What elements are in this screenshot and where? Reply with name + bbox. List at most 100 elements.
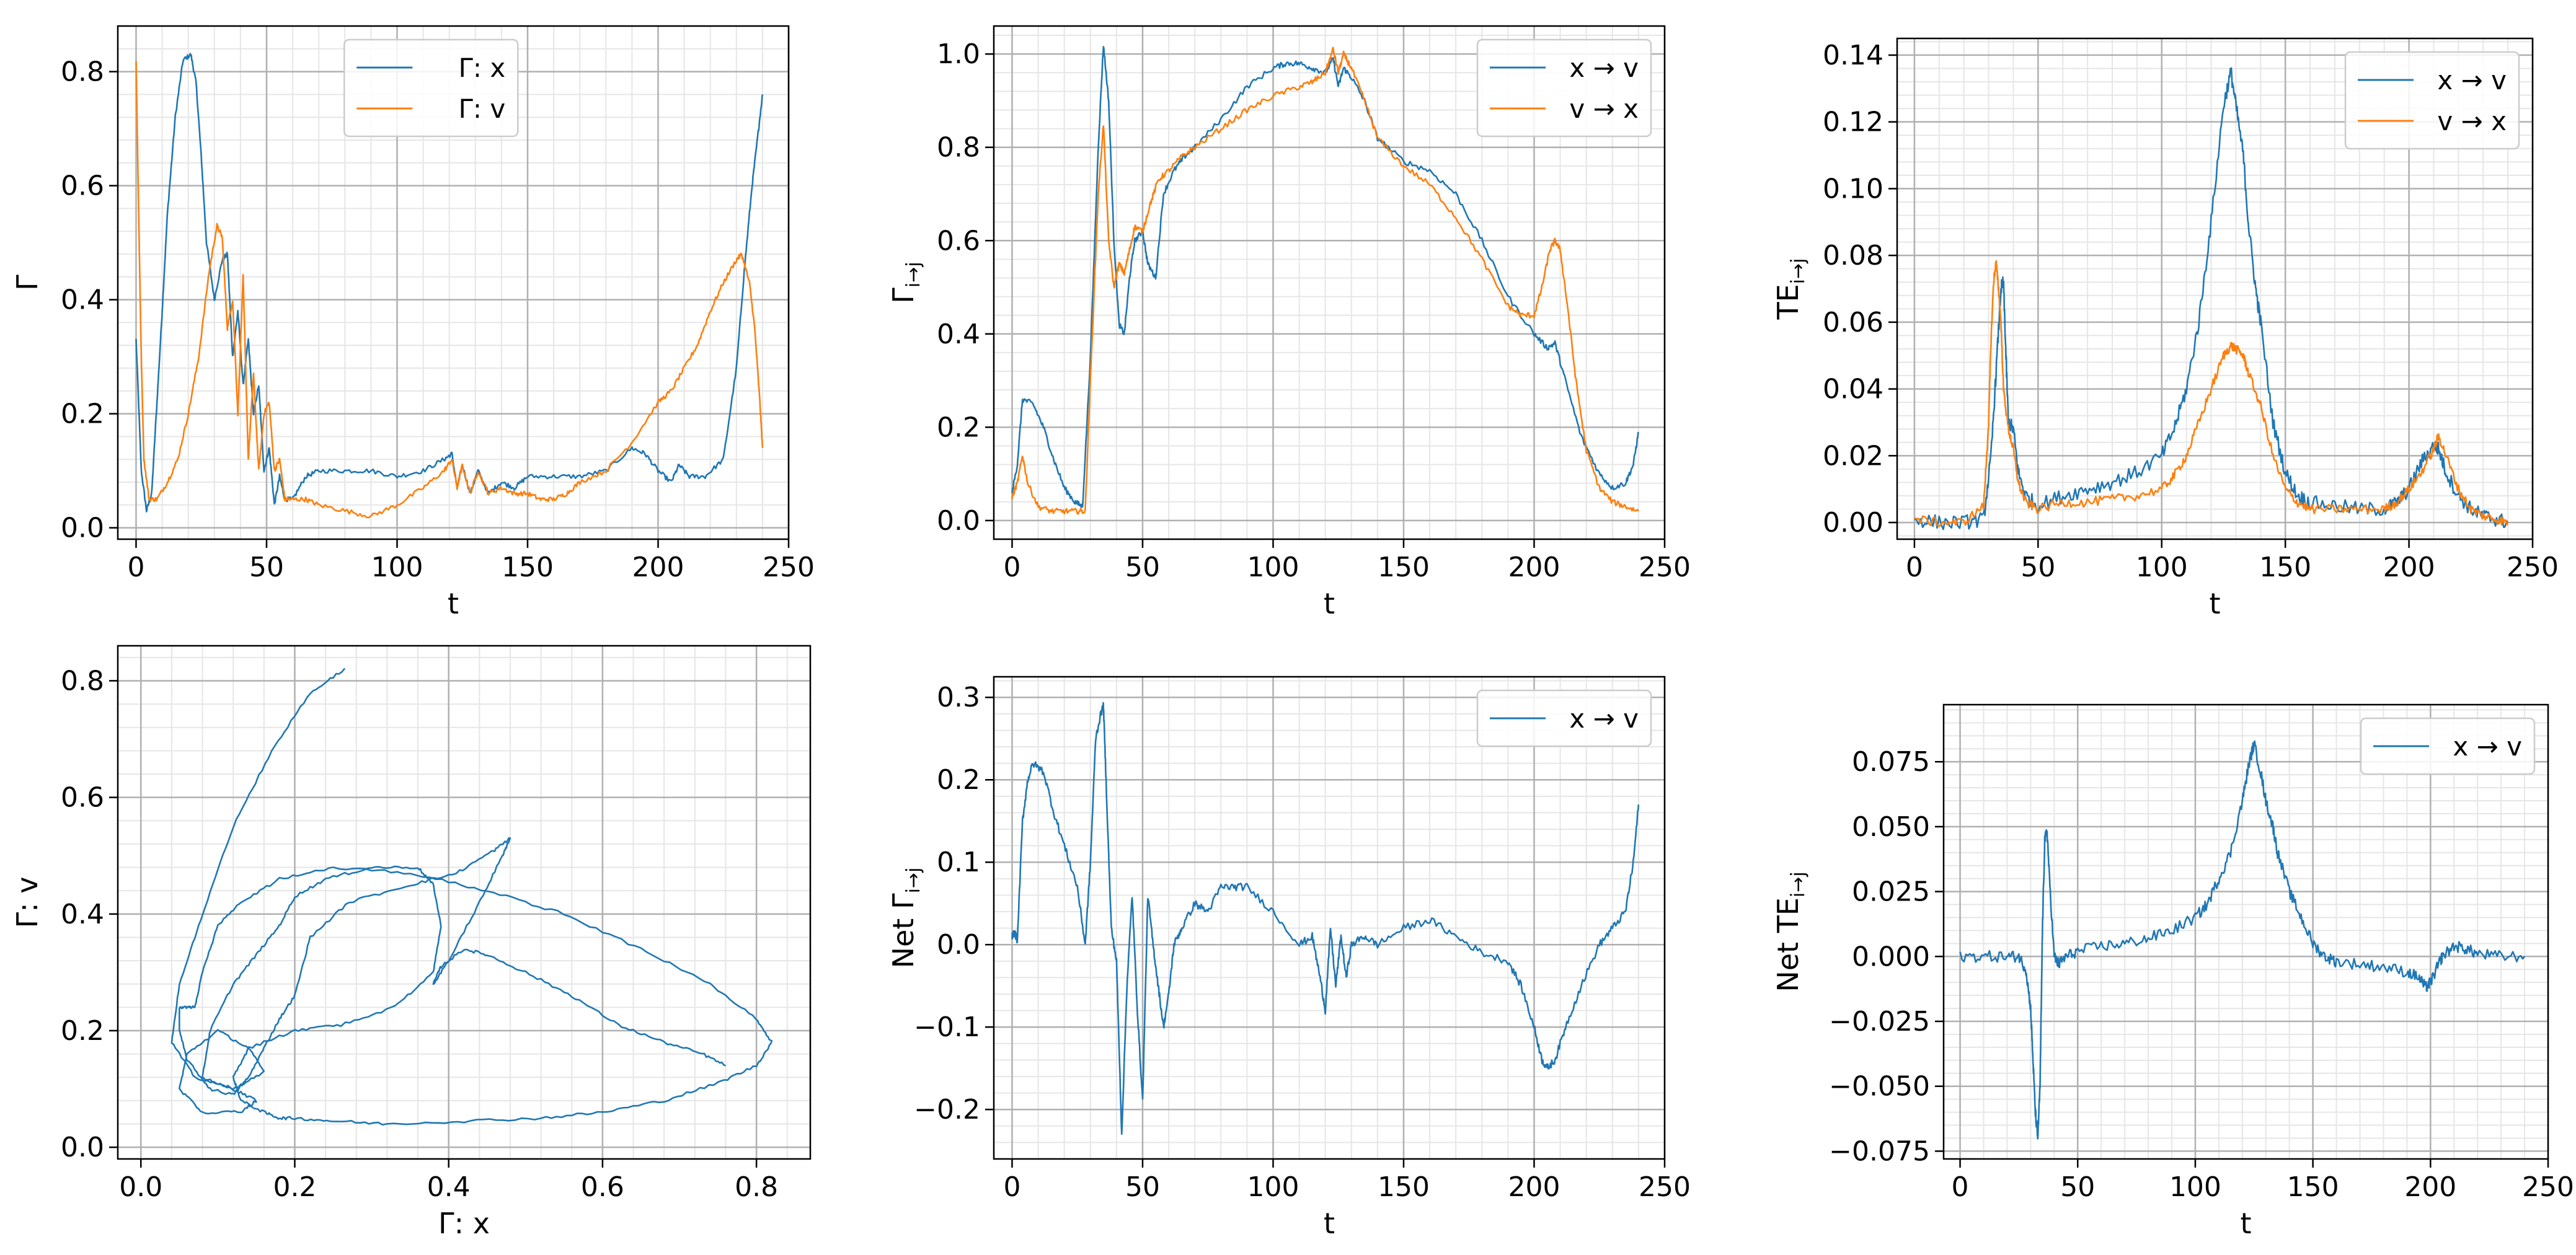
- legend: x → v: [2360, 717, 2536, 775]
- legend-label: v → x: [1569, 94, 1639, 124]
- x-tick-label: 0: [1003, 1171, 1020, 1203]
- axes-frame: [1896, 37, 2534, 540]
- y-tick-label: 0.4: [61, 284, 104, 316]
- legend-label: x → v: [1569, 53, 1639, 83]
- x-tick-label: 0.8: [735, 1171, 778, 1203]
- x-tick-label: 250: [763, 552, 815, 583]
- axes-frame: [1942, 703, 2549, 1160]
- legend-label: x → v: [2453, 731, 2522, 762]
- legend: x → v v → x: [1476, 38, 1652, 138]
- y-tick-label: −0.1: [914, 1011, 980, 1043]
- axes-frame: [993, 676, 1666, 1160]
- y-axis-label: Net TEi→j: [1771, 871, 1809, 992]
- y-tick-label: 0.2: [61, 1015, 104, 1047]
- x-tick-label: 150: [2259, 552, 2311, 583]
- x-tick-label: 200: [2404, 1171, 2456, 1203]
- y-tick-label: 0.04: [1823, 374, 1883, 405]
- x-tick-label: 150: [1378, 1171, 1430, 1203]
- y-tick-label: 0.2: [61, 399, 104, 430]
- legend-box: [343, 38, 519, 138]
- y-tick-label: 0.08: [1823, 240, 1883, 271]
- legend-box: [2360, 717, 2536, 775]
- ticks: 0.0 0.2 0.4 0.6 0.8 0.0 0.2 0.4 0.6 0.8: [61, 665, 778, 1203]
- x-tick-label: 50: [1125, 552, 1160, 583]
- x-tick-label: 0: [127, 552, 144, 583]
- legend-label: Γ: x: [458, 53, 505, 83]
- x-tick-label: 200: [1508, 1171, 1560, 1203]
- panels: 0 50 100 150 200 250 0.0 0.2 0.4 0.6 0.8 t Γ Γ: x Γ: v…: [11, 25, 2574, 1240]
- series-line-xv: [1914, 67, 2509, 531]
- y-tick-label: 0.6: [61, 170, 104, 202]
- x-tick-label: 100: [2169, 1171, 2221, 1203]
- y-tick-label: 0.0: [937, 505, 980, 537]
- x-tick-label: 50: [2060, 1171, 2095, 1203]
- y-tick-label: 0.8: [61, 665, 104, 697]
- x-tick-label: 200: [632, 552, 684, 583]
- grid: [118, 646, 810, 1159]
- y-tick-label: 0.2: [937, 764, 980, 796]
- x-axis-label: Γ: x: [438, 1207, 490, 1240]
- x-tick-label: 0.2: [273, 1171, 316, 1203]
- legend-label: v → x: [2437, 106, 2507, 136]
- y-tick-label: 0.050: [1852, 811, 1930, 843]
- chart-panel-3: 0 50 100 150 200 250 0.00 0.02 0.04 0.06 0.08 0.10 0…: [1771, 37, 2559, 620]
- y-tick-label: 0.075: [1852, 746, 1930, 778]
- series-line-xv: [1011, 46, 1640, 508]
- y-axis-label: Γi→j: [887, 262, 924, 303]
- legend-label: x → v: [2437, 65, 2507, 95]
- y-tick-label: 0.0: [937, 929, 980, 961]
- y-axis-label: Γ: v: [11, 877, 44, 928]
- x-tick-label: 0: [1952, 1171, 1969, 1203]
- x-tick-label: 250: [2522, 1171, 2574, 1203]
- x-axis-label: t: [448, 587, 459, 620]
- x-axis-label: t: [1324, 1207, 1335, 1240]
- y-axis-label: TEi→j: [1771, 258, 1809, 320]
- chart-panel-5: 0 50 100 150 200 250 −0.2 −0.1 0.0 0.1 0.2 0.3 t Net …: [887, 676, 1691, 1240]
- series-line-xv: [1011, 702, 1640, 1135]
- y-tick-label: 0.06: [1823, 307, 1883, 338]
- x-tick-label: 0.4: [427, 1171, 471, 1203]
- x-tick-label: 0: [1906, 552, 1923, 583]
- chart-panel-4: 0.0 0.2 0.4 0.6 0.8 0.0 0.2 0.4 0.6 0.8 Γ: x Γ: v: [11, 645, 812, 1240]
- legend: x → v v → x: [2344, 51, 2520, 150]
- y-tick-label: 0.02: [1823, 440, 1883, 472]
- series-line-s0: [170, 667, 773, 1126]
- y-tick-label: −0.025: [1829, 1006, 1930, 1037]
- ticks: 0 50 100 150 200 250 −0.075 −0.050 −0.025 0.000 0.…: [1829, 746, 2574, 1203]
- x-tick-label: 150: [502, 552, 554, 583]
- x-tick-label: 100: [1247, 552, 1299, 583]
- y-tick-label: 0.10: [1823, 173, 1883, 205]
- legend-label: Γ: v: [458, 94, 505, 124]
- x-tick-label: 100: [2136, 552, 2188, 583]
- y-tick-label: −0.2: [914, 1094, 980, 1125]
- x-tick-label: 100: [371, 552, 423, 583]
- x-tick-label: 150: [1378, 552, 1430, 583]
- x-axis-label: t: [1324, 587, 1335, 620]
- y-tick-label: 0.0: [61, 1132, 104, 1163]
- legend-box: [1476, 689, 1652, 747]
- y-axis-label: Net Γi→j: [887, 868, 924, 969]
- x-tick-label: 150: [2287, 1171, 2339, 1203]
- y-tick-label: 0.8: [937, 132, 980, 164]
- y-tick-label: 0.1: [937, 847, 980, 878]
- x-tick-label: 200: [2383, 552, 2435, 583]
- series-line-vx: [1914, 260, 2509, 527]
- y-tick-label: 1.0: [937, 38, 980, 70]
- x-tick-label: 100: [1247, 1171, 1299, 1203]
- legend: x → v: [1476, 689, 1652, 747]
- y-tick-label: 0.14: [1823, 40, 1883, 71]
- legend-box: [1476, 38, 1652, 138]
- y-tick-label: 0.6: [937, 225, 980, 257]
- x-axis-label: t: [2209, 587, 2220, 620]
- ticks: 0 50 100 150 200 250 0.0 0.2 0.4 0.6 0.8: [61, 56, 815, 583]
- y-tick-label: −0.075: [1829, 1135, 1930, 1167]
- grid: [1944, 705, 2549, 1159]
- x-tick-label: 50: [2021, 552, 2055, 583]
- y-tick-label: 0.0: [61, 513, 104, 544]
- y-tick-label: 0.00: [1823, 507, 1883, 539]
- ticks: 0 50 100 150 200 250 −0.2 −0.1 0.0 0.1 0.2 0.3: [914, 682, 1691, 1203]
- ticks: 0 50 100 150 200 250 0.0 0.2 0.4 0.6 0.8 1.0: [937, 38, 1691, 583]
- y-tick-label: 0.4: [937, 319, 980, 350]
- chart-panel-6: 0 50 100 150 200 250 −0.075 −0.050 −0.025 0.000 0.…: [1771, 703, 2574, 1240]
